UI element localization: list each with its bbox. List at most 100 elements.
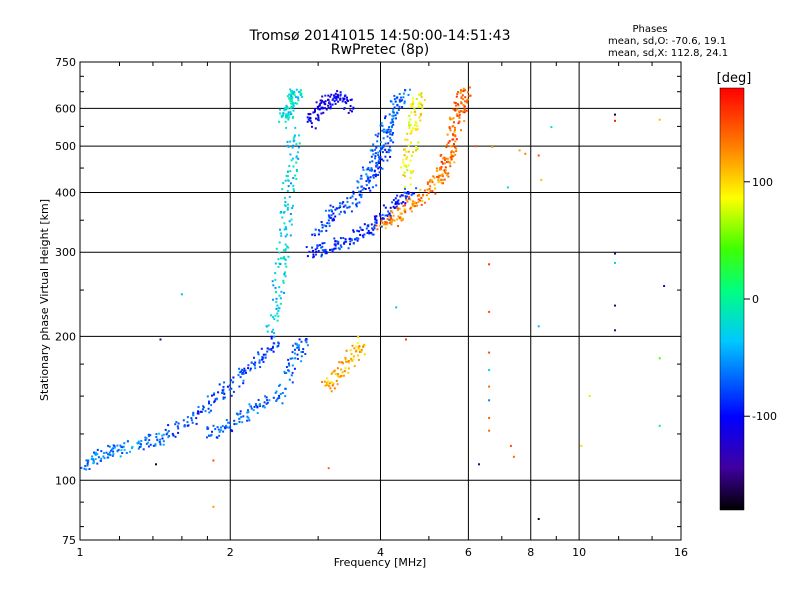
data-point	[381, 129, 384, 132]
data-point	[352, 230, 355, 233]
data-point	[112, 447, 115, 450]
data-point	[413, 192, 416, 195]
data-point	[408, 121, 410, 124]
data-point	[328, 215, 331, 218]
data-point	[416, 125, 419, 128]
data-point	[287, 185, 290, 188]
data-point	[428, 197, 430, 200]
data-point	[400, 219, 403, 222]
data-point	[441, 175, 444, 178]
data-point	[221, 425, 224, 428]
data-point	[396, 202, 399, 205]
data-point	[285, 108, 288, 111]
data-point	[213, 400, 216, 403]
data-point	[409, 177, 412, 179]
data-point	[158, 432, 161, 435]
data-point	[352, 192, 355, 195]
data-point	[96, 448, 99, 451]
data-point	[309, 120, 312, 123]
data-point	[275, 300, 278, 303]
data-point	[374, 133, 377, 136]
data-point	[294, 352, 296, 355]
data-point	[120, 445, 123, 448]
data-point	[334, 244, 337, 247]
data-point	[374, 157, 377, 160]
data-point	[284, 227, 287, 230]
data-point	[168, 435, 171, 437]
data-point	[262, 360, 265, 363]
data-point	[407, 93, 410, 96]
data-point	[242, 415, 245, 418]
data-point	[206, 395, 209, 398]
data-point	[345, 359, 348, 362]
data-point	[400, 166, 403, 169]
data-point	[284, 395, 287, 398]
data-point	[107, 453, 110, 456]
data-point	[344, 356, 347, 359]
data-point	[320, 99, 323, 102]
data-point	[369, 149, 372, 152]
data-point	[367, 167, 370, 169]
data-point	[287, 145, 290, 148]
data-point	[383, 223, 386, 226]
data-point	[276, 319, 279, 322]
data-point	[395, 117, 397, 120]
data-point	[283, 256, 285, 259]
data-point	[142, 448, 145, 451]
data-point	[369, 189, 372, 192]
data-point	[282, 112, 285, 115]
data-point	[342, 237, 345, 239]
data-point	[379, 141, 382, 143]
data-point	[283, 249, 285, 252]
stats-o-line: mean, sd,O: -70.6, 19.1	[608, 36, 726, 47]
data-point	[399, 216, 402, 219]
data-point	[390, 100, 393, 103]
data-point	[210, 404, 213, 407]
data-point	[405, 198, 408, 201]
data-point	[455, 113, 458, 116]
data-point	[372, 153, 375, 156]
data-point	[275, 398, 278, 401]
data-point	[327, 106, 330, 109]
data-point	[358, 193, 361, 196]
data-point	[338, 213, 341, 216]
data-point	[384, 221, 387, 223]
data-point	[113, 445, 116, 448]
data-point	[208, 400, 210, 403]
data-point	[275, 297, 278, 300]
data-point	[222, 396, 225, 399]
data-point	[294, 342, 297, 345]
data-point	[86, 464, 89, 467]
data-point	[371, 233, 374, 236]
data-point	[282, 279, 285, 282]
data-point	[351, 344, 354, 347]
data-point	[344, 211, 346, 214]
data-point	[360, 193, 363, 196]
data-point	[358, 350, 361, 353]
data-point	[414, 205, 416, 208]
data-point	[131, 445, 134, 448]
data-point	[338, 361, 341, 364]
data-point	[454, 153, 457, 156]
data-point	[320, 255, 323, 258]
data-point	[356, 342, 359, 345]
data-point	[159, 338, 162, 341]
data-point	[384, 142, 387, 145]
data-point	[240, 370, 242, 373]
data-point	[377, 132, 380, 135]
data-point	[458, 110, 461, 113]
data-point	[389, 149, 392, 152]
data-point	[398, 105, 401, 108]
data-point	[423, 99, 426, 101]
data-point	[289, 170, 292, 173]
data-point	[580, 444, 583, 447]
data-point	[83, 467, 86, 470]
data-point	[295, 156, 298, 159]
data-point	[361, 229, 364, 231]
data-point	[192, 411, 195, 414]
data-point	[248, 419, 251, 422]
data-point	[272, 396, 275, 399]
data-point	[389, 145, 391, 148]
data-point	[381, 147, 384, 149]
data-point	[230, 387, 233, 390]
